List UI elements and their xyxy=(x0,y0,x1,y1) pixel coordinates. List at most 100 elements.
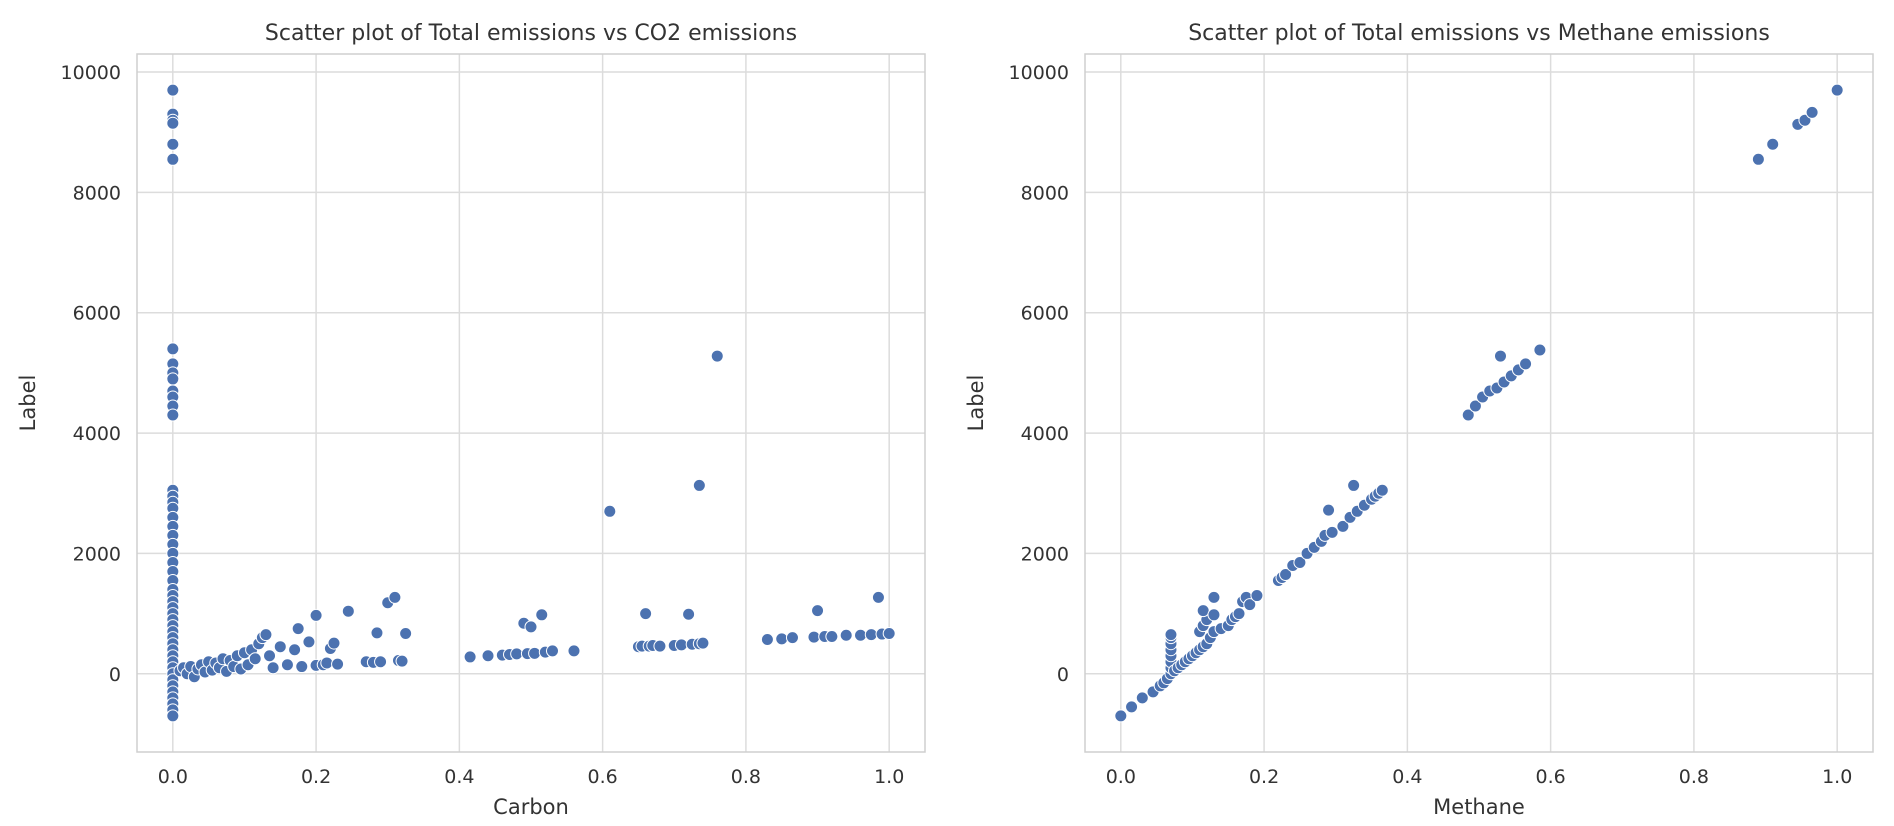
scatter-point xyxy=(760,632,774,646)
scatter-point xyxy=(545,644,559,658)
scatter-point xyxy=(825,629,839,643)
scatter-point xyxy=(1468,399,1482,413)
x-tick-label: 0.8 xyxy=(731,766,761,788)
scatter-point xyxy=(1279,567,1293,581)
scatter-point xyxy=(528,646,542,660)
scatter-point xyxy=(882,626,896,640)
scatter-point xyxy=(1830,83,1844,97)
scatter-point xyxy=(291,622,305,636)
y-tick-label: 6000 xyxy=(1021,303,1069,325)
scatter-point xyxy=(775,632,789,646)
scatter-point xyxy=(1322,503,1336,517)
plot-frame xyxy=(136,53,926,753)
scatter-point xyxy=(481,649,495,663)
scatter-point xyxy=(280,658,294,672)
scatter-point xyxy=(263,649,277,663)
scatter-point xyxy=(166,372,180,386)
scatter-point xyxy=(309,608,323,622)
scatter-point xyxy=(295,660,309,674)
chart-title: Scatter plot of Total emissions vs Metha… xyxy=(1188,21,1770,46)
y-tick-label: 0 xyxy=(1057,664,1069,686)
scatter-point xyxy=(535,608,549,622)
scatter-point xyxy=(1766,137,1780,151)
x-axis-label: Methane xyxy=(1433,795,1525,819)
scatter-point xyxy=(166,408,180,422)
scatter-point xyxy=(1493,349,1507,363)
scatter-point xyxy=(166,342,180,356)
x-tick-label: 0.8 xyxy=(1679,766,1709,788)
scatter-point xyxy=(854,628,868,642)
scatter-point xyxy=(1347,478,1361,492)
x-tick-label: 0.0 xyxy=(1106,766,1136,788)
scatter-point xyxy=(463,650,477,664)
y-tick-label: 6000 xyxy=(73,303,121,325)
scatter-point xyxy=(696,636,710,650)
scatter-point xyxy=(811,604,825,618)
scatter-point xyxy=(374,655,388,669)
scatter-point xyxy=(1250,589,1264,603)
scatter-point xyxy=(166,83,180,97)
x-tick-label: 0.2 xyxy=(301,766,331,788)
scatter-point xyxy=(674,638,688,652)
y-tick-label: 8000 xyxy=(73,182,121,204)
scatter-point xyxy=(1293,555,1307,569)
scatter-point xyxy=(692,478,706,492)
grid-lines xyxy=(1085,54,1873,752)
scatter-point xyxy=(370,626,384,640)
scatter-point xyxy=(864,628,878,642)
y-tick-label: 2000 xyxy=(1021,543,1069,565)
y-tick-label: 10000 xyxy=(61,62,121,84)
x-tick-label: 0.2 xyxy=(1249,766,1279,788)
scatter-point xyxy=(327,636,341,650)
scatter-point xyxy=(603,504,617,518)
scatter-points xyxy=(1114,83,1844,723)
y-tick-label: 4000 xyxy=(73,423,121,445)
scatter-point xyxy=(1135,691,1149,705)
y-axis-label: Label xyxy=(964,375,988,432)
x-tick-label: 0.6 xyxy=(1536,766,1566,788)
y-tick-label: 10000 xyxy=(1009,62,1069,84)
scatter-point xyxy=(266,661,280,675)
chart-methane: Scatter plot of Total emissions vs Metha… xyxy=(964,21,1874,819)
scatter-point xyxy=(653,639,667,653)
x-tick-labels: 0.0 0.2 0.4 0.6 0.8 1.0 xyxy=(158,766,905,788)
scatter-point xyxy=(302,635,316,649)
scatter-point xyxy=(710,349,724,363)
scatter-point xyxy=(785,631,799,645)
scatter-point xyxy=(259,628,273,642)
scatter-point xyxy=(273,640,287,654)
scatter-points xyxy=(166,83,896,723)
y-axis-label: Label xyxy=(16,375,40,432)
scatter-point xyxy=(682,607,696,621)
scatter-point xyxy=(567,644,581,658)
x-tick-label: 0.4 xyxy=(444,766,474,788)
scatter-point xyxy=(1533,343,1547,357)
scatter-point xyxy=(288,643,302,657)
scatter-point xyxy=(166,137,180,151)
x-tick-label: 0.6 xyxy=(588,766,618,788)
x-tick-label: 1.0 xyxy=(874,766,904,788)
scatter-point xyxy=(1751,152,1765,166)
scatter-point xyxy=(248,652,262,666)
grid-lines xyxy=(137,54,925,752)
scatter-point xyxy=(1375,483,1389,497)
scatter-point xyxy=(399,626,413,640)
scatter-point xyxy=(1125,700,1139,714)
x-tick-label: 0.4 xyxy=(1392,766,1422,788)
y-tick-labels: 0 2000 4000 6000 8000 10000 xyxy=(1009,62,1069,686)
scatter-point xyxy=(807,630,821,644)
x-tick-label: 0.0 xyxy=(158,766,188,788)
x-axis-label: Carbon xyxy=(493,795,569,819)
scatter-point xyxy=(1805,105,1819,119)
chart-title: Scatter plot of Total emissions vs CO2 e… xyxy=(265,21,797,46)
scatter-point xyxy=(524,620,538,634)
scatter-point xyxy=(1325,525,1339,539)
y-tick-label: 8000 xyxy=(1021,182,1069,204)
scatter-point xyxy=(871,590,885,604)
scatter-point xyxy=(839,628,853,642)
scatter-point xyxy=(331,657,345,671)
y-tick-label: 4000 xyxy=(1021,423,1069,445)
scatter-point xyxy=(1207,608,1221,622)
scatter-point xyxy=(341,604,355,618)
